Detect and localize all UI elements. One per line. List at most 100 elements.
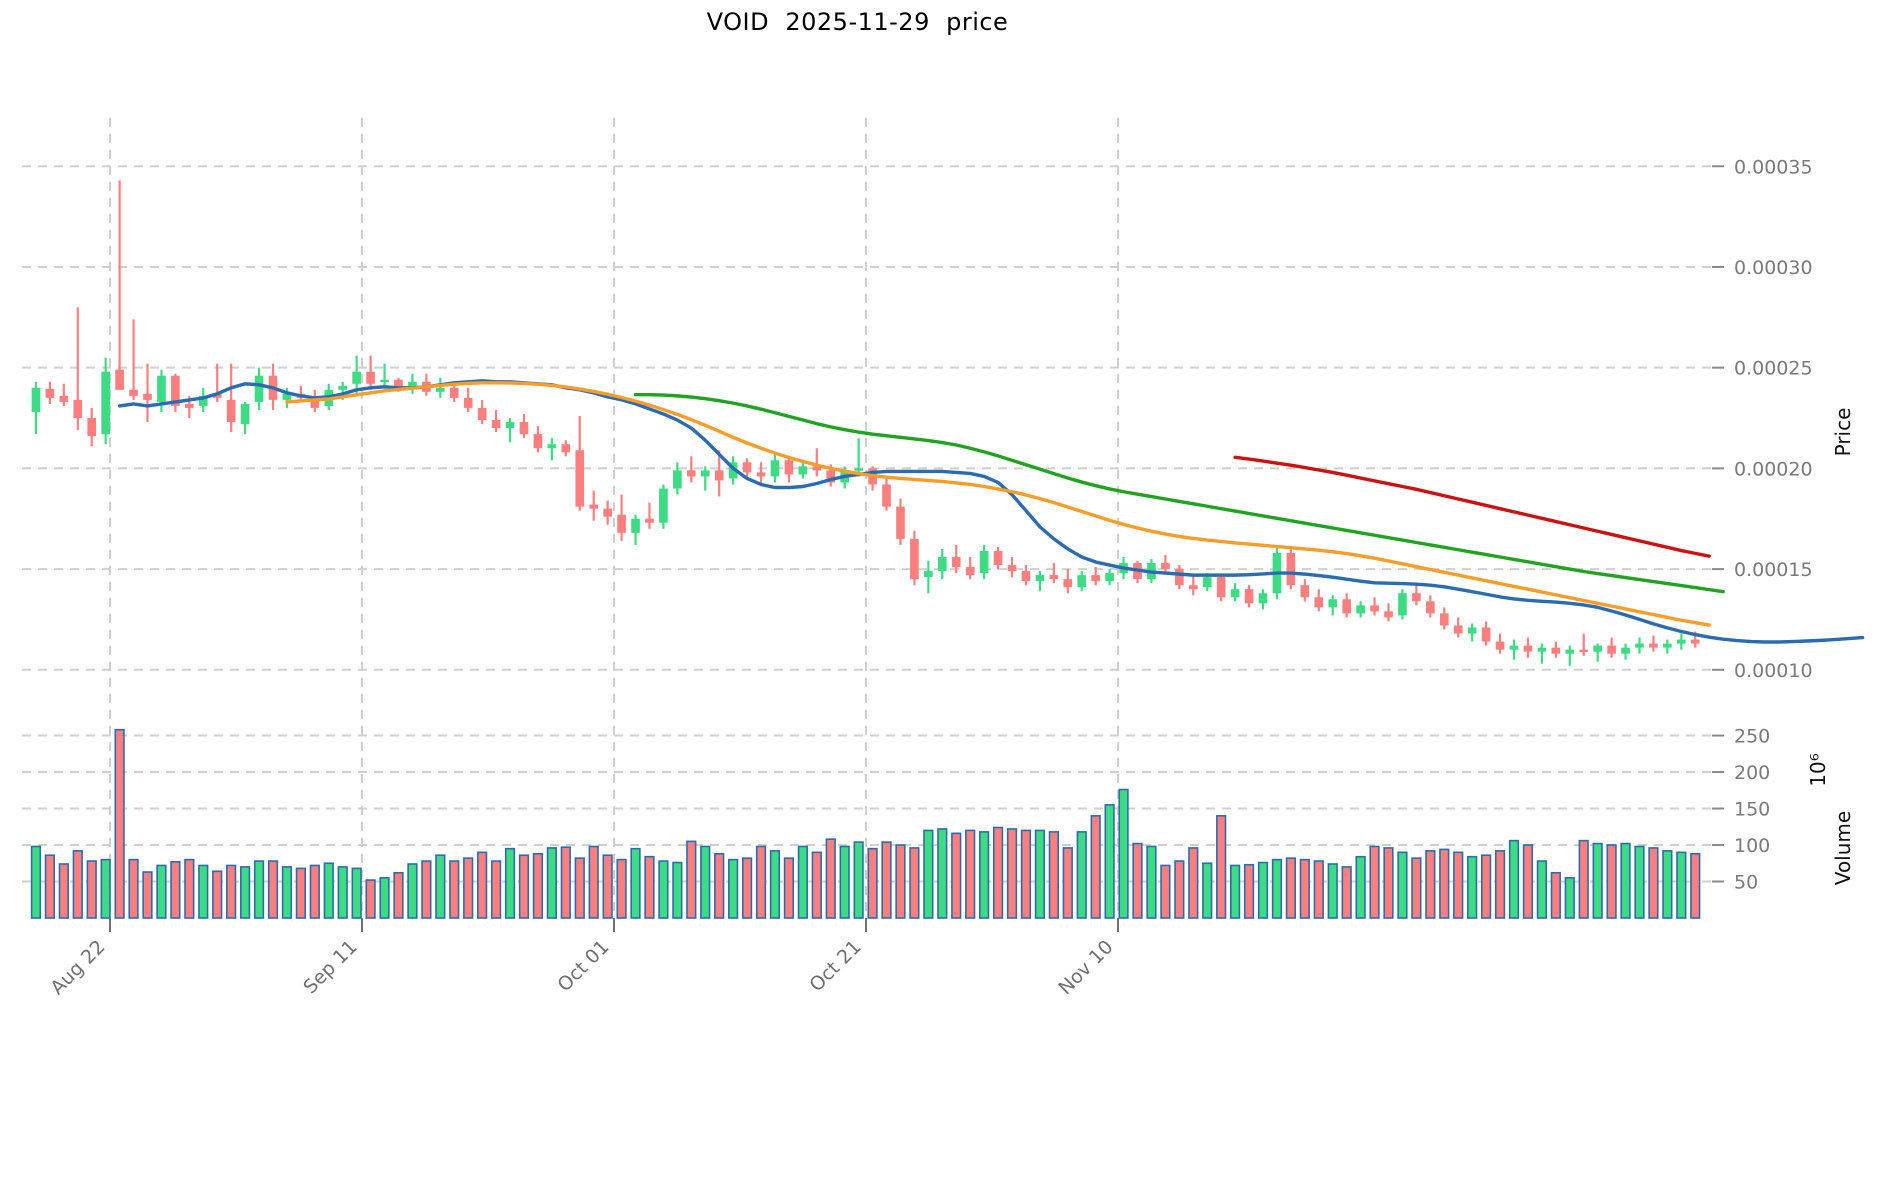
candle-body — [449, 387, 459, 398]
volume-bar — [504, 847, 516, 919]
volume-bar — [1146, 845, 1157, 919]
volume-bar — [1006, 828, 1018, 919]
volume-bar — [170, 861, 181, 919]
candle-body — [477, 407, 487, 421]
candle-body — [965, 567, 975, 576]
volume-axis-ticks: 250 200 150 100 50 — [1712, 726, 1770, 894]
candle-body — [547, 444, 557, 449]
volume-tick-label: 100 — [1734, 835, 1770, 857]
candle-body — [756, 472, 766, 477]
candle-body — [1481, 627, 1491, 642]
volume-bar — [1620, 842, 1631, 919]
volume-bar — [114, 728, 125, 919]
volume-bar — [825, 838, 836, 919]
candle-body — [589, 504, 599, 509]
volume-bar — [1341, 866, 1352, 919]
volume-bar — [309, 864, 320, 919]
ma-line-ma-mid — [285, 381, 1711, 627]
volume-bar — [909, 847, 920, 919]
volume-bar — [797, 845, 808, 919]
volume-bar — [1020, 829, 1032, 919]
volume-bar — [1202, 862, 1213, 919]
volume-bar — [351, 867, 362, 919]
candle-body — [1663, 643, 1672, 648]
candle-body — [631, 518, 640, 533]
volume-bar-series — [30, 728, 1701, 919]
volume-axis-exponent: 10⁶ — [1806, 753, 1830, 786]
candle-body — [1077, 575, 1087, 588]
volume-bar — [142, 871, 153, 919]
volume-bar — [881, 841, 892, 919]
volume-bar — [1299, 858, 1310, 919]
candle-body — [408, 381, 417, 388]
price-gridlines — [22, 165, 1712, 671]
volume-bar — [895, 844, 906, 919]
candle-body — [993, 550, 1003, 566]
volume-bar — [714, 852, 725, 919]
volume-bar — [477, 851, 488, 919]
candle-body — [310, 397, 320, 408]
volume-bar — [1467, 855, 1478, 919]
price-tick-label: 0.00015 — [1734, 559, 1813, 581]
volume-bar — [1564, 877, 1575, 919]
candle-body — [59, 395, 69, 402]
candle-body — [1258, 593, 1268, 604]
candle-body — [171, 375, 180, 406]
volume-bar — [644, 855, 655, 919]
candle-body — [1370, 605, 1379, 612]
candle-body — [101, 371, 110, 435]
volume-bar — [1313, 860, 1324, 919]
ma-line-ma-longest — [1233, 455, 1711, 558]
volume-bar — [267, 860, 279, 919]
candle-body — [784, 460, 794, 475]
candle-body — [1202, 577, 1212, 588]
volume-bar — [700, 845, 711, 919]
candle-body — [1049, 575, 1059, 580]
volume-bar — [839, 845, 850, 919]
candle-body — [1649, 643, 1658, 648]
candle-body — [1007, 565, 1017, 572]
candle-body — [826, 470, 836, 483]
volume-bar — [532, 852, 544, 919]
volume-bar — [1188, 847, 1199, 919]
candle-body — [951, 556, 961, 568]
volume-bar — [1118, 788, 1129, 919]
volume-bar — [1634, 845, 1645, 919]
volume-bar — [1048, 831, 1059, 919]
volume-bar — [1327, 863, 1338, 919]
volume-bar — [226, 864, 237, 919]
candle-body — [73, 399, 83, 419]
volume-bar — [518, 854, 530, 919]
volume-bar — [212, 870, 223, 919]
candle-body — [143, 393, 152, 400]
candle-body — [282, 393, 292, 400]
candle-body — [380, 379, 389, 383]
candle-body — [1523, 645, 1533, 652]
volume-tick-label: 250 — [1734, 726, 1770, 748]
volume-bar — [1257, 861, 1269, 919]
candle-body — [1286, 552, 1296, 586]
volume-bar — [44, 854, 56, 919]
price-tick-label: 0.00030 — [1734, 257, 1813, 279]
candle-body — [798, 466, 808, 475]
candle-body — [1467, 627, 1477, 634]
candle-body — [435, 387, 445, 392]
candle-body — [254, 375, 264, 402]
volume-bar — [86, 860, 97, 919]
candle-body — [1105, 573, 1114, 582]
volume-bar — [100, 858, 111, 919]
x-axis-date-label: Sep 11 — [299, 936, 361, 998]
candle-body — [338, 385, 348, 390]
moving-average-lines — [117, 379, 1865, 644]
volume-bar — [686, 840, 697, 919]
volume-bar — [1648, 847, 1659, 919]
volume-bar — [937, 828, 948, 919]
volume-bar — [965, 829, 976, 919]
volume-bar — [1425, 850, 1436, 919]
candle-body — [1439, 613, 1449, 626]
volume-bar — [1216, 815, 1227, 919]
volume-bar — [1676, 851, 1687, 919]
candle-body — [1091, 575, 1101, 582]
